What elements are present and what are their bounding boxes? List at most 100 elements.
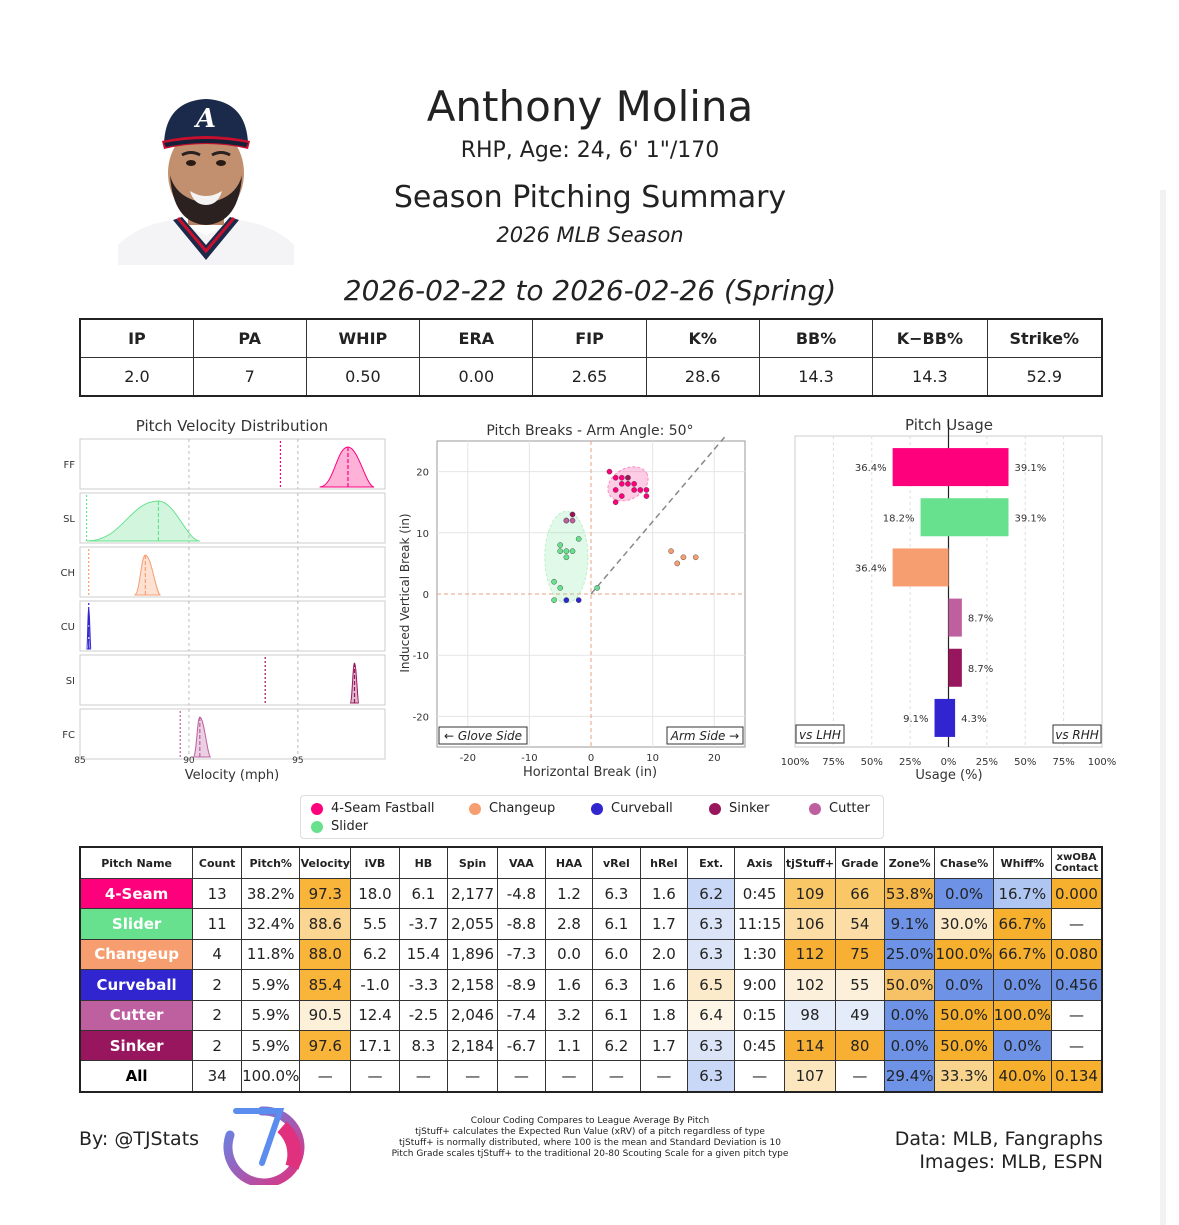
pitch-table-header: HAA [544, 846, 594, 879]
pitch-point-CH [692, 554, 699, 561]
pitch-metric-cell: 11:15 [734, 908, 786, 940]
usage-tick: 25% [899, 757, 921, 768]
stats-value-row: 2.0 7 0.50 0.00 2.65 28.6 14.3 14.3 52.9 [79, 357, 1103, 397]
data-credits: Data: MLB, Fangraphs Images: MLB, ESPN [860, 1128, 1103, 1174]
pitch-table-header: Chase% [934, 846, 994, 879]
usage-label-rhh: 39.1% [1015, 513, 1047, 524]
stat-header: ERA [419, 318, 534, 358]
breaks-y-tick: 20 [416, 468, 429, 479]
player-info: RHP, Age: 24, 6' 1"/170 [460, 138, 720, 163]
velocity-row-label: CH [60, 568, 75, 579]
velocity-row-label: SL [63, 514, 75, 525]
stat-header: PA [192, 318, 307, 358]
legend-marker [311, 820, 323, 833]
velocity-tick: 95 [292, 756, 303, 766]
pitch-point-SL [551, 597, 557, 603]
pitch-breaks-chart: Pitch Breaks - Arm Angle: 50° -20 -10 0 10 2… [398, 423, 746, 780]
pitch-metric-cell: 2.0 [639, 938, 689, 971]
pitch-point-FF [631, 487, 637, 493]
pitch-metric-cell: — [447, 1060, 499, 1093]
pitch-metric-cell: -3.3 [398, 969, 449, 1001]
pitch-point-FF [612, 487, 619, 493]
pitch-metric-cell: 0:15 [734, 999, 786, 1031]
pitch-metric-cell: 54 [834, 908, 885, 940]
pitch-metric-cell: 6.3 [687, 908, 736, 940]
usage-bar-lhh-CH [892, 548, 949, 587]
pitch-metric-cell: 0:45 [734, 877, 786, 910]
usage-bar-rhh-FF [948, 448, 1009, 487]
arm-side-box [666, 726, 744, 745]
usage-label-lhh: 36.4% [855, 563, 887, 574]
velocity-tick: 90 [183, 756, 195, 766]
legend-label: Slider [331, 819, 369, 834]
pitch-metric-cell: 1.6 [639, 969, 689, 1001]
legend-marker [709, 802, 721, 815]
stat-value: 7 [192, 357, 307, 397]
stats-header-row: IP PA WHIP ERA FIP K% BB% K−BB% Strike% [79, 318, 1103, 358]
stat-value: 14.3 [872, 357, 988, 397]
pitch-metric-cell: 112 [784, 938, 836, 971]
pitch-metric-cell: 30.0% [934, 908, 994, 940]
pitch-metric-cell: 1.8 [639, 999, 689, 1031]
stat-value: 2.0 [79, 357, 194, 397]
pitch-metric-cell: 98 [784, 999, 836, 1031]
pitch-metric-cell: 97.3 [299, 877, 352, 910]
pitch-metric-cell: 90.5 [299, 999, 352, 1031]
pitch-metric-cell: -1.0 [350, 969, 400, 1001]
legend-item: Sinker [709, 801, 770, 816]
pitch-metric-cell: — [398, 1060, 449, 1093]
pitch-metric-cell: — [350, 1060, 400, 1093]
usage-tick: 0% [941, 757, 957, 768]
pitch-point-FF [618, 493, 625, 499]
pitch-metric-cell: 29.4% [883, 1060, 936, 1093]
pitch-metric-cell: — [544, 1060, 594, 1093]
pitch-table-header: Spin [447, 846, 499, 879]
pitch-metric-cell: 0.0% [883, 1029, 936, 1062]
pitch-metric-cell: 2 [192, 999, 243, 1031]
pitch-metric-cell: 4 [192, 938, 243, 971]
usage-label-rhh: 8.7% [968, 664, 993, 675]
pitch-metric-cell: 18.0 [350, 877, 400, 910]
pitch-point-SL [551, 578, 557, 585]
legend-label: Curveball [611, 801, 673, 816]
pitch-metric-cell: 1.2 [544, 877, 594, 910]
legend-label: Cutter [829, 801, 870, 816]
breaks-x-tick: 0 [588, 753, 594, 764]
pitch-table-header: Grade [834, 846, 885, 879]
pitch-point-FC [563, 517, 570, 524]
pitch-table-header: xwOBA Contact [1050, 846, 1103, 879]
pitch-metric-cell: 25.0% [883, 938, 936, 971]
usage-x-axis-label: Usage (%) [915, 768, 982, 783]
pitch-metric-cell: 5.9% [241, 1029, 301, 1062]
player-headshot: A [118, 95, 294, 265]
pitch-metric-cell: 2 [192, 969, 243, 1001]
pitch-metric-cell: 1.1 [544, 1029, 594, 1062]
usage-bar-lhh-FF [892, 448, 949, 487]
pitch-metric-cell: — [734, 1060, 786, 1093]
usage-bar-lhh-CU [934, 698, 949, 737]
stat-header: WHIP [305, 318, 421, 358]
velocity-x-axis-label: Velocity (mph) [185, 768, 279, 783]
pitch-point-FC [569, 517, 576, 524]
pitch-metric-cell: 6.2 [687, 877, 736, 910]
usage-bar-rhh-CU [948, 698, 956, 737]
pitch-metric-cell: 97.6 [299, 1029, 352, 1062]
pitch-point-CH [668, 548, 674, 554]
pitch-metric-cell: 32.4% [241, 908, 301, 940]
arm-side-label: Arm Side → [670, 729, 739, 743]
usage-tick: 100% [1088, 757, 1117, 768]
pitch-metric-cell: 0.080 [1050, 938, 1103, 971]
pitch-metric-cell: — [592, 1060, 641, 1093]
pitch-metric-cell: 8.3 [398, 1029, 449, 1062]
lhh-box [795, 724, 845, 744]
legend-item: Slider [311, 819, 368, 834]
pitch-table-row: 4-Seam 13 38.2% 97.3 18.0 6.1 2,177 -4.8 1.2 6.3 1… [79, 877, 1103, 910]
pitch-metric-cell: — [639, 1060, 689, 1093]
pitch-metric-cell: 106 [784, 908, 836, 940]
tjstats-logo [222, 1105, 308, 1188]
pitch-metric-cell: 40.0% [992, 1060, 1052, 1093]
pitch-table-header: Zone% [883, 846, 936, 879]
pitch-metric-cell: 6.4 [687, 999, 736, 1031]
pitch-point-SL [563, 548, 570, 554]
pitch-metric-cell: 66.7% [992, 938, 1052, 971]
